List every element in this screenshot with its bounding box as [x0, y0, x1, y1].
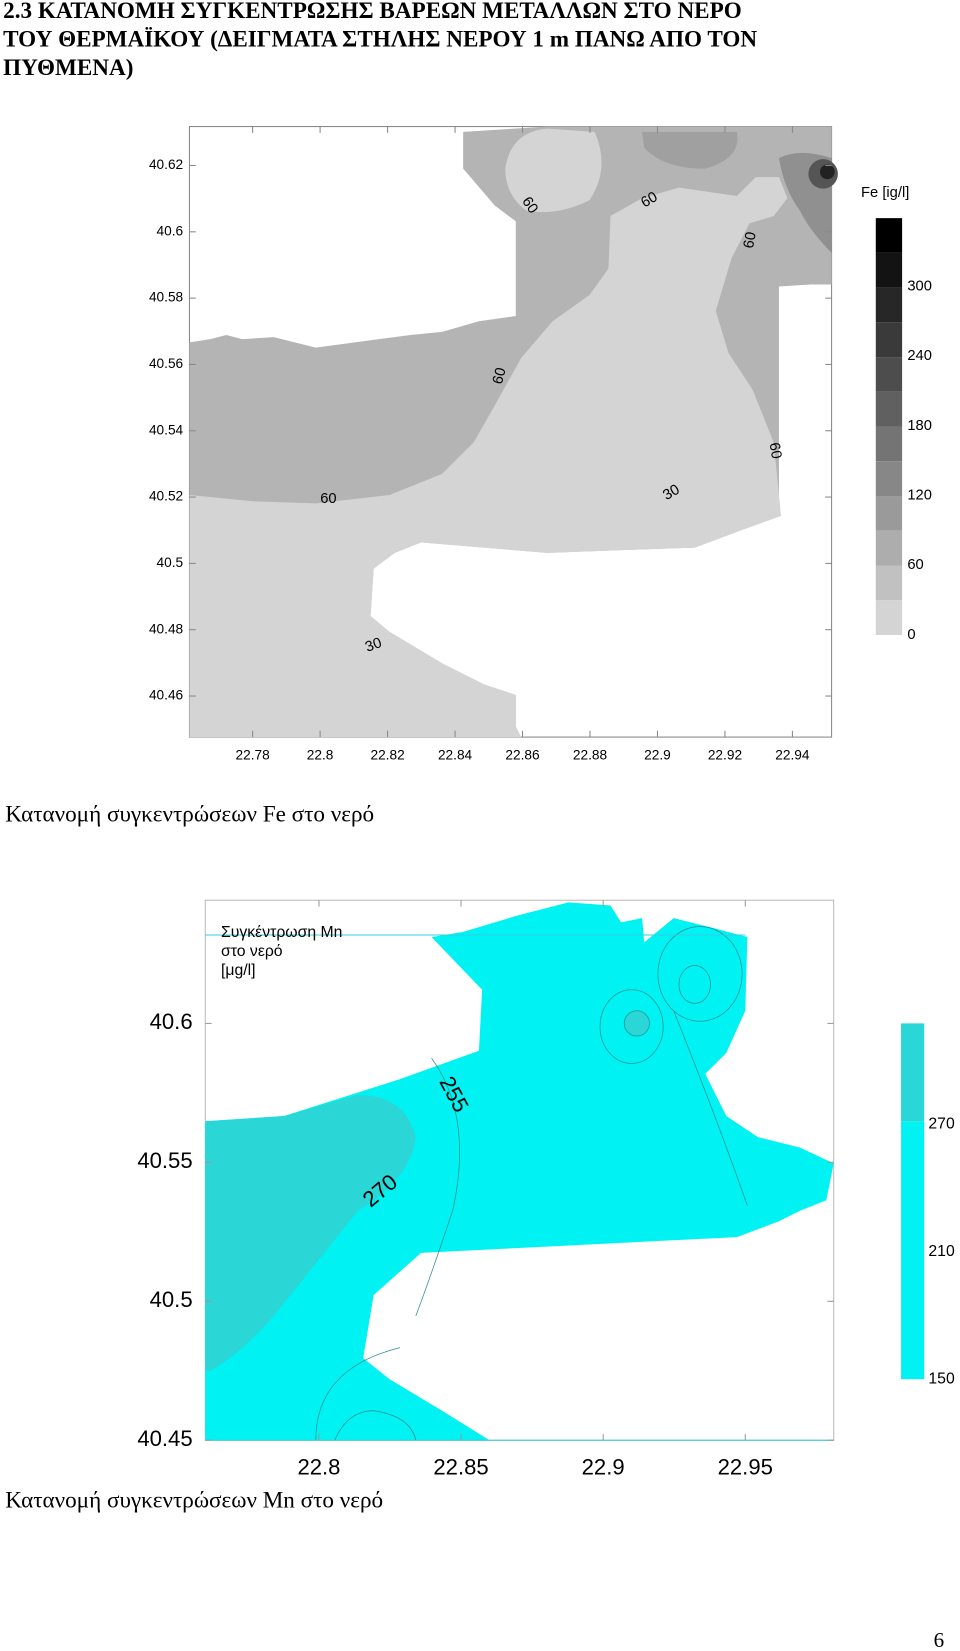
- legend-label: 150: [928, 1370, 955, 1387]
- legend-swatch: [875, 426, 903, 462]
- x-tick-label: 22.85: [433, 1455, 488, 1480]
- legend-swatch: [875, 391, 903, 427]
- legend-swatch: [901, 1023, 925, 1122]
- legend-swatch: [875, 357, 903, 392]
- contour-label: 60: [490, 366, 510, 386]
- legend-label: 300: [907, 278, 932, 294]
- legend-label: 120: [907, 487, 932, 503]
- caption: Κατανομή συγκεντρώσεων Mn στο νερό: [5, 1488, 383, 1514]
- y-tick-label: 40.58: [149, 290, 184, 305]
- x-tick-label: 22.82: [370, 748, 404, 763]
- mn-zone: [205, 1094, 416, 1371]
- legend-label: 240: [907, 348, 932, 364]
- x-tick-label: 22.88: [573, 748, 608, 763]
- x-tick-label: 22.94: [775, 748, 810, 763]
- heading-line: ΤΟΥ ΘΕΡΜΑΪΚΟΥ (ΔΕΙΓΜΑΤΑ ΣΤΗΛΗΣ ΝΕΡΟΥ 1 m…: [3, 27, 757, 53]
- y-tick-label: 40.55: [137, 1148, 192, 1173]
- legend-label: 180: [907, 418, 932, 434]
- legend-title: στο νερό: [221, 943, 283, 960]
- legend-swatch: [875, 252, 903, 288]
- x-tick-label: 22.95: [718, 1455, 773, 1480]
- legend-label: 60: [907, 557, 923, 573]
- legend-swatch: [875, 496, 903, 531]
- x-tick-label: 22.92: [708, 748, 742, 763]
- contour-label: 60: [638, 189, 660, 211]
- legend-label: 270: [928, 1116, 955, 1133]
- legend-swatch: [875, 322, 903, 358]
- legend-swatch: [901, 1121, 925, 1380]
- x-tick-label: 22.9: [644, 748, 671, 763]
- contour-label: 60: [320, 491, 336, 507]
- fe-zone: [189, 177, 788, 738]
- y-tick-label: 40.54: [149, 422, 184, 437]
- fe-zone: [820, 164, 835, 180]
- contour-lines: [315, 926, 748, 1441]
- fe-zone: [505, 128, 602, 213]
- y-tick-label: 40.5: [150, 1287, 193, 1312]
- legend-title: [μg/l]: [221, 962, 256, 979]
- contour-label: 60: [741, 231, 760, 250]
- legend-title: Fe [ig/l]: [861, 185, 909, 201]
- legend-label: 210: [928, 1243, 955, 1260]
- heading-line: ΠΥΘΜΕΝΑ): [3, 55, 133, 81]
- contour-label: 60: [766, 441, 785, 460]
- legend-swatch: [875, 530, 903, 566]
- y-tick-label: 40.6: [157, 223, 184, 238]
- contour-label: 60: [518, 194, 540, 217]
- x-tick-label: 22.84: [438, 748, 473, 763]
- legend-swatch: [875, 287, 903, 323]
- y-tick-label: 40.56: [149, 356, 183, 371]
- x-tick-label: 22.8: [307, 748, 334, 763]
- y-tick-label: 40.5: [157, 555, 184, 570]
- y-tick-label: 40.62: [149, 157, 183, 172]
- contour-label: 30: [660, 482, 682, 504]
- legend-swatch: [875, 600, 903, 635]
- y-tick-label: 40.46: [149, 688, 183, 703]
- mn-zone: [205, 902, 834, 1441]
- x-tick-label: 22.86: [505, 748, 539, 763]
- x-tick-label: 22.9: [582, 1455, 625, 1480]
- fe-zone: [642, 131, 738, 169]
- legend-title: Συγκέντρωση Mn: [221, 924, 342, 941]
- caption: Κατανομή συγκεντρώσεων Fe στο νερό: [5, 801, 374, 827]
- y-tick-label: 40.45: [137, 1426, 192, 1451]
- contour-label: 30: [363, 635, 384, 656]
- x-tick-label: 22.78: [236, 748, 271, 763]
- y-tick-label: 40.6: [150, 1009, 193, 1034]
- page-number: 6: [934, 1628, 945, 1651]
- legend-swatch: [875, 565, 903, 601]
- heading-line: 2.3 ΚΑΤΑΝΟΜΗ ΣΥΓΚΕΝΤΡΩΣΗΣ ΒΑΡΕΩΝ ΜΕΤΑΛΛΩ…: [3, 0, 742, 24]
- legend-swatch: [875, 461, 903, 497]
- x-tick-label: 22.8: [297, 1455, 340, 1480]
- y-tick-label: 40.52: [149, 489, 183, 504]
- legend-swatch: [875, 218, 903, 253]
- legend-label: 0: [907, 627, 915, 643]
- y-tick-label: 40.48: [149, 621, 184, 636]
